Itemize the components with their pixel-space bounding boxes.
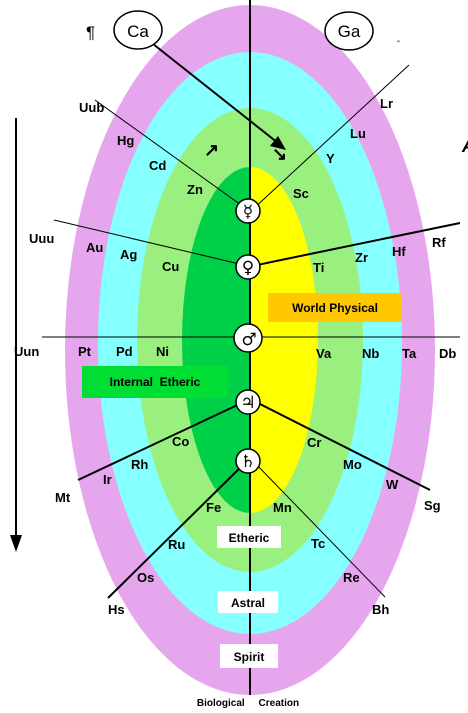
- element-pd: Pd: [116, 344, 133, 359]
- arrow-se-icon: ↘: [272, 144, 287, 164]
- mars-circle: [233, 323, 263, 353]
- ca-label: Ca: [127, 22, 149, 41]
- element-w: W: [386, 477, 399, 492]
- jupiter-icon: ♃: [240, 393, 255, 413]
- pilcrow-mark: ¶: [86, 23, 95, 42]
- mercury-icon: ☿: [243, 202, 253, 222]
- element-tc: Tc: [311, 536, 325, 551]
- element-mo: Mo: [343, 457, 362, 472]
- element-cu: Cu: [162, 259, 179, 274]
- element-va: Va: [316, 346, 332, 361]
- internal-etheric-box: [82, 366, 228, 398]
- element-co: Co: [172, 434, 189, 449]
- element-fe: Fe: [206, 500, 221, 515]
- line-uuu: [53, 219, 249, 267]
- line-lr: [251, 64, 410, 211]
- element-ti: Ti: [313, 260, 324, 275]
- left-down-arrow-head: [10, 535, 22, 552]
- astral-label: Astral: [231, 596, 265, 610]
- ca-arrow-line: [147, 39, 279, 144]
- element-re: Re: [343, 570, 360, 585]
- line-sg: [251, 399, 431, 491]
- stray-mark: ﾞ: [397, 40, 402, 52]
- element-db: Db: [439, 346, 456, 361]
- caption: Biological Creation: [197, 698, 299, 709]
- saturn-circle: [235, 448, 261, 474]
- element-au: Au: [86, 240, 103, 255]
- element-hs: Hs: [108, 602, 125, 617]
- planet-circles: [233, 198, 263, 474]
- element-uun: Uun: [14, 344, 39, 359]
- element-ru: Ru: [168, 537, 185, 552]
- element-cd: Cd: [149, 158, 166, 173]
- line-mt: [77, 399, 249, 481]
- etheric-box: [217, 526, 281, 548]
- element-cr: Cr: [307, 435, 321, 450]
- saturn-icon: ♄: [240, 452, 255, 472]
- world-physical-box: [268, 293, 402, 322]
- arrow-ne-icon: ↗: [204, 140, 219, 160]
- element-rf: Rf: [432, 235, 446, 250]
- element-zn: Zn: [187, 182, 203, 197]
- element-y: Y: [326, 151, 335, 166]
- corner-mark: A: [461, 136, 468, 156]
- mercury-circle: [235, 198, 261, 224]
- element-ta: Ta: [402, 346, 417, 361]
- element-ag: Ag: [120, 247, 137, 262]
- element-lu: Lu: [350, 126, 366, 141]
- element-nb: Nb: [362, 346, 379, 361]
- element-sc: Sc: [293, 186, 309, 201]
- astral-box: [218, 591, 278, 613]
- element-ni: Ni: [156, 344, 169, 359]
- ga-label: Ga: [338, 22, 361, 41]
- ca-circle: [113, 10, 163, 50]
- venus-circle: [235, 254, 261, 280]
- venus-icon: ♀: [242, 258, 254, 278]
- element-rh: Rh: [131, 457, 148, 472]
- jupiter-circle: [235, 389, 261, 415]
- element-labels: Uub Hg Cd Zn Lr Lu Y Sc Uuu Au Ag Cu Ti …: [14, 96, 456, 617]
- element-sg: Sg: [424, 498, 441, 513]
- line-rf: [251, 222, 461, 267]
- element-mt: Mt: [55, 490, 71, 505]
- element-os: Os: [137, 570, 154, 585]
- mars-icon: ♂: [241, 330, 256, 350]
- element-zr: Zr: [355, 250, 368, 265]
- line-uub: [94, 99, 249, 211]
- element-uuu: Uuu: [29, 231, 54, 246]
- world-physical-label: World Physical: [292, 301, 378, 315]
- element-hg: Hg: [117, 133, 134, 148]
- line-bh: [251, 459, 386, 598]
- element-hf: Hf: [392, 244, 406, 259]
- element-mn: Mn: [273, 500, 292, 515]
- element-uub: Uub: [79, 100, 104, 115]
- internal-etheric-label: Internal Etheric: [110, 375, 201, 389]
- ca-arrow-head: [270, 136, 286, 150]
- spirit-box: [220, 644, 278, 668]
- ga-circle: [324, 11, 374, 51]
- etheric-label: Etheric: [229, 531, 270, 545]
- element-ir: Ir: [103, 472, 112, 487]
- spirit-label: Spirit: [234, 650, 265, 664]
- element-bh: Bh: [372, 602, 389, 617]
- element-lr: Lr: [380, 96, 393, 111]
- line-hs: [107, 459, 249, 599]
- element-pt: Pt: [78, 344, 92, 359]
